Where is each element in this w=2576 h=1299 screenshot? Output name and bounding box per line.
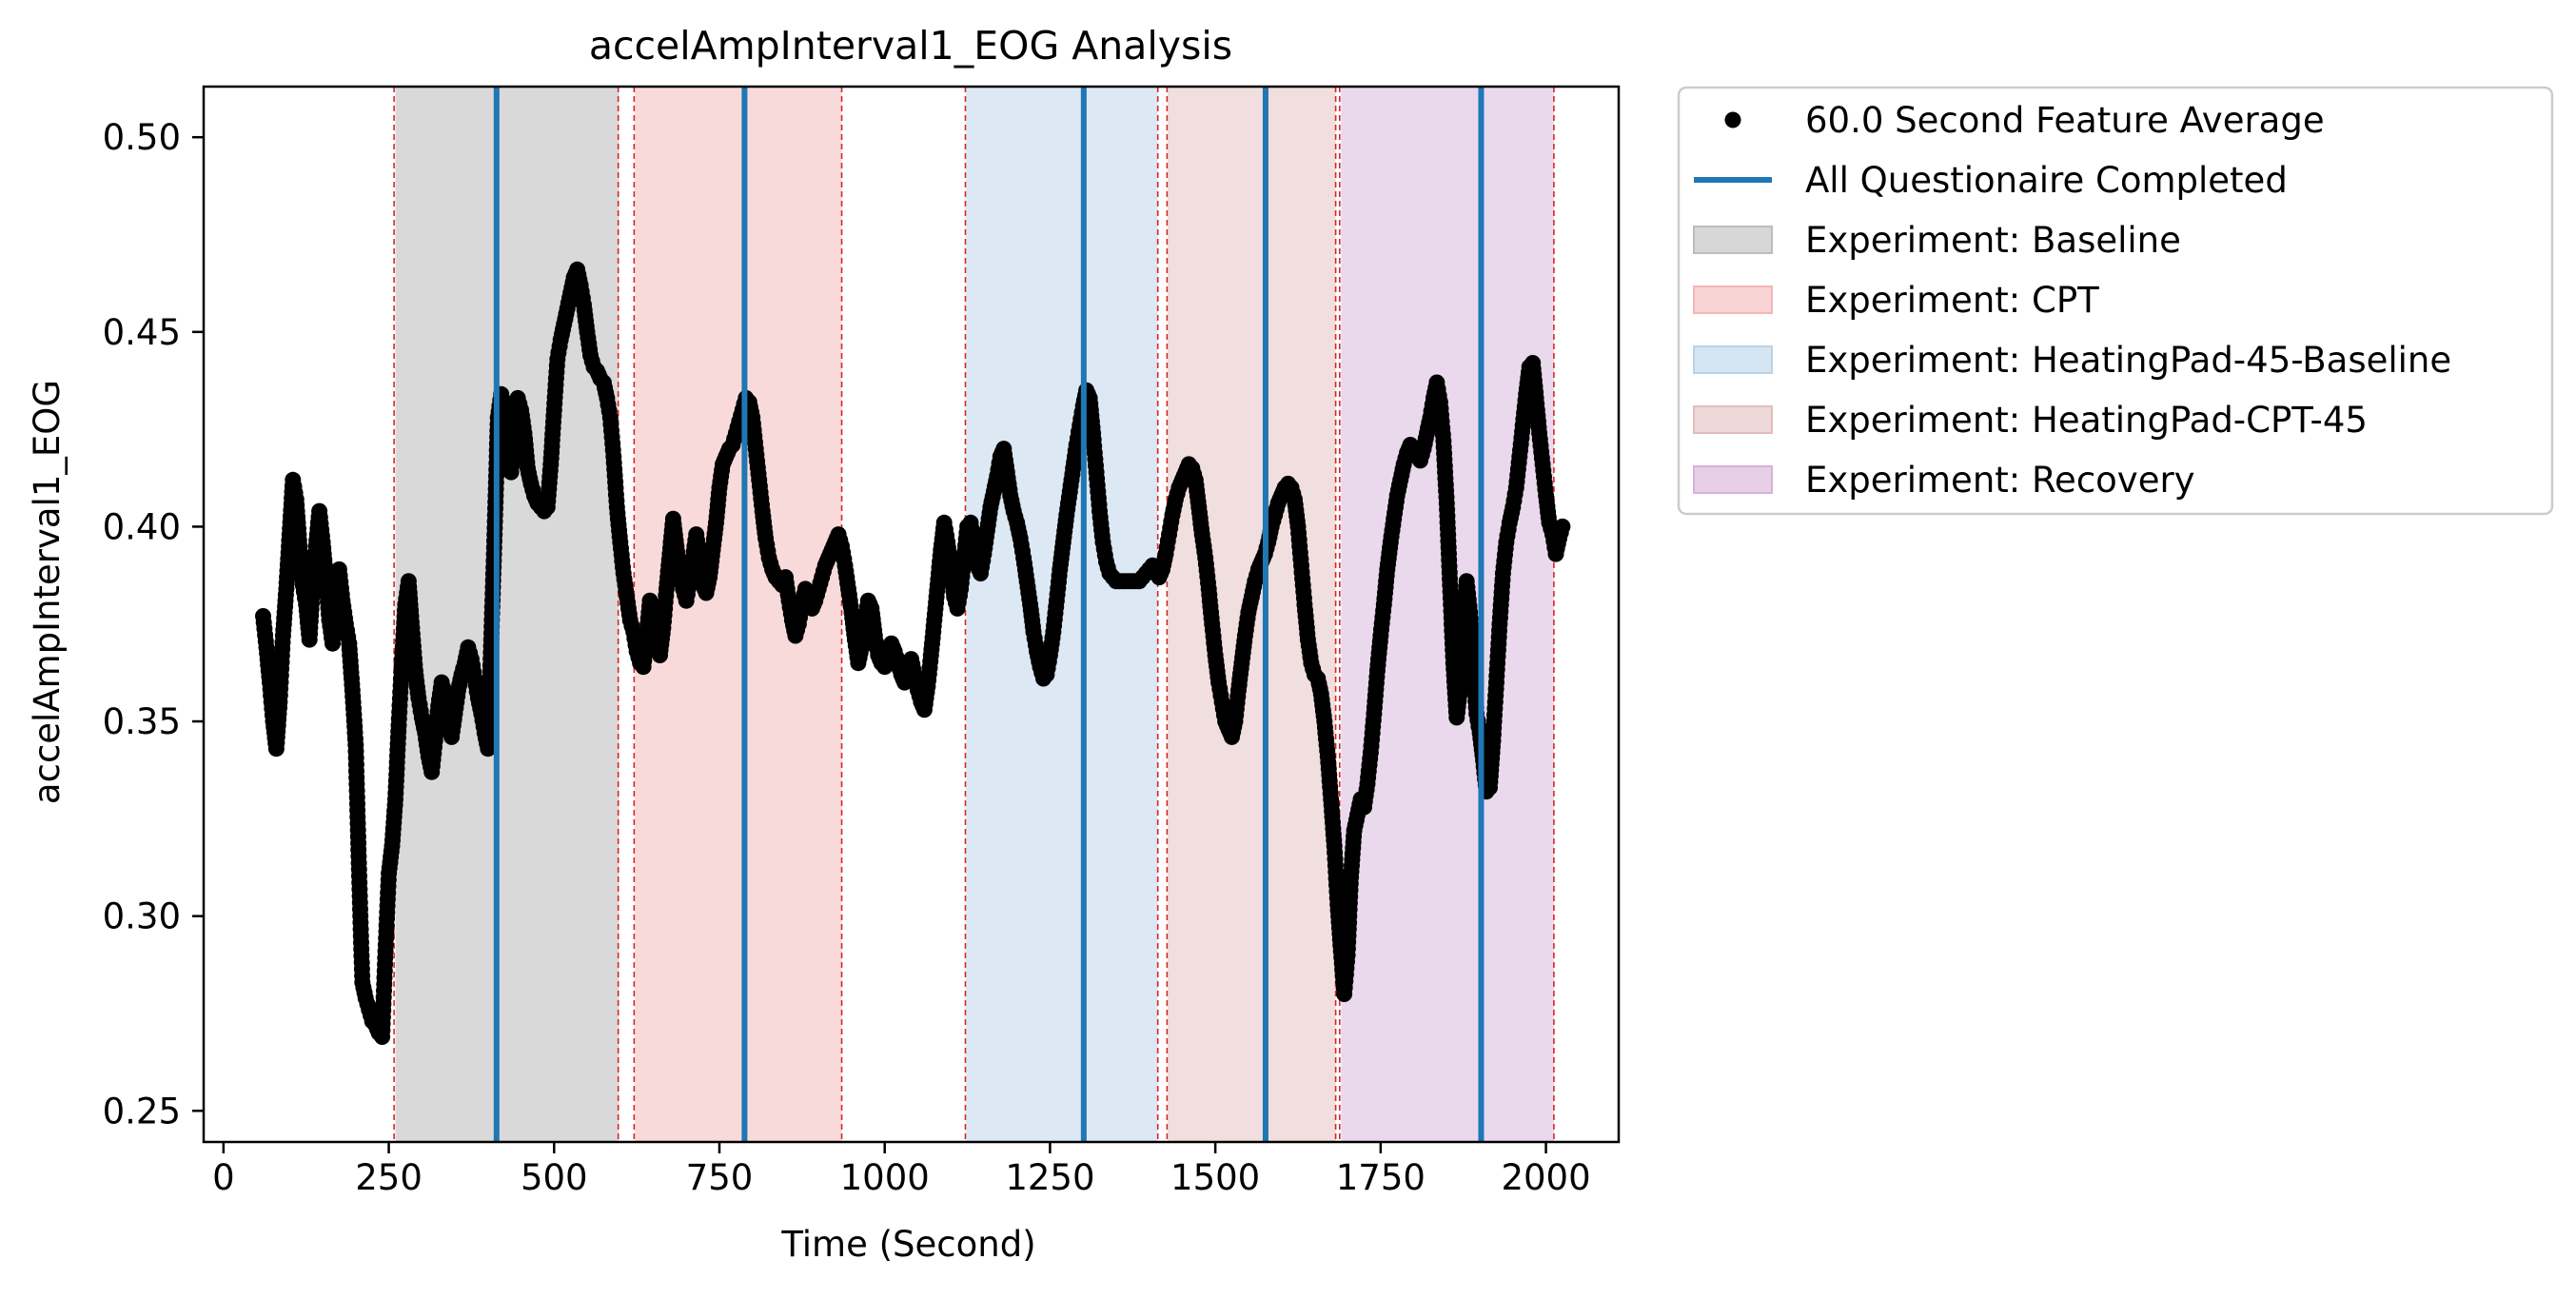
- legend: 60.0 Second Feature Average All Questiona…: [1677, 86, 2554, 516]
- legend-entry-label: Experiment: Recovery: [1805, 460, 2195, 501]
- y-tick-label: 0.40: [103, 506, 181, 547]
- feature-average-points: [255, 261, 1571, 1045]
- x-tick-label: 1250: [1005, 1157, 1094, 1198]
- legend-entry-label: Experiment: HeatingPad-45-Baseline: [1805, 340, 2451, 381]
- y-tick-label: 0.30: [103, 896, 181, 937]
- legend-frame: [1677, 86, 2554, 516]
- x-tick-label: 1000: [840, 1157, 930, 1198]
- legend-entry-label: All Questionaire Completed: [1805, 160, 2288, 201]
- legend-patch-icon: [1693, 345, 1773, 374]
- legend-entry-label: Experiment: HeatingPad-CPT-45: [1805, 400, 2368, 441]
- x-tick-label: 500: [521, 1157, 588, 1198]
- x-tick-label: 2000: [1501, 1157, 1590, 1198]
- legend-patch-icon: [1693, 405, 1773, 434]
- x-tick-label: 250: [355, 1157, 423, 1198]
- chart-title: accelAmpInterval1_EOG Analysis: [589, 23, 1232, 69]
- x-tick-label: 1750: [1336, 1157, 1426, 1198]
- y-tick-label: 0.50: [103, 117, 181, 158]
- x-axis: 0 250 500 750 1000 1250 1500 1750 2000: [212, 1142, 1591, 1198]
- legend-patch-icon: [1693, 465, 1773, 494]
- x-tick-label: 750: [686, 1157, 754, 1198]
- legend-patch-icon: [1693, 285, 1773, 314]
- y-tick-label: 0.45: [103, 312, 181, 353]
- data-point-1622: [1554, 518, 1571, 535]
- y-tick-label: 0.25: [103, 1091, 181, 1132]
- plot-frame: [202, 85, 1621, 1144]
- y-axis: 0.25 0.30 0.35 0.40 0.45 0.50: [103, 117, 204, 1132]
- experiment-span-0: [395, 87, 619, 1142]
- legend-entry-label: Experiment: CPT: [1805, 280, 2099, 321]
- x-axis-label: Time (Second): [780, 1224, 1035, 1265]
- x-tick-label: 1500: [1170, 1157, 1260, 1198]
- legend-marker-icon: [1724, 111, 1741, 128]
- y-axis-label: accelAmpInterval1_EOG: [27, 380, 68, 804]
- legend-entry-label: 60.0 Second Feature Average: [1805, 100, 2325, 141]
- legend-patch-icon: [1693, 226, 1773, 254]
- y-tick-label: 0.35: [103, 701, 181, 742]
- questionnaire-completed-lines: [493, 87, 1485, 1142]
- x-tick-label: 0: [212, 1157, 235, 1198]
- legend-entry-label: Experiment: Baseline: [1805, 220, 2181, 261]
